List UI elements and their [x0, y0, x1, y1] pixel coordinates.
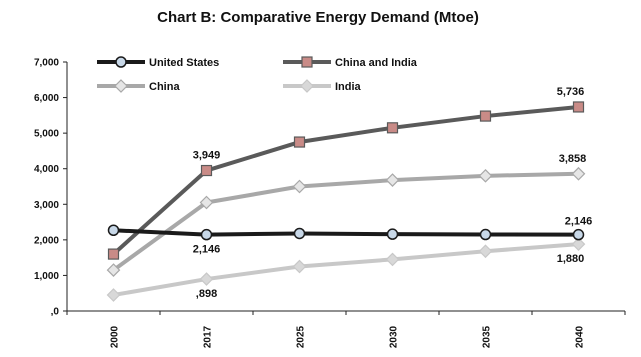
data-point — [479, 110, 492, 122]
data-point — [571, 237, 586, 251]
x-tick-label: 2025 — [296, 325, 307, 348]
data-point — [106, 288, 121, 302]
data-point — [107, 224, 120, 237]
data-point — [385, 173, 400, 187]
data-point — [385, 252, 400, 267]
y-tick-label: 6,000 — [34, 93, 59, 104]
data-point — [292, 179, 307, 194]
data-point — [479, 228, 492, 241]
legend-swatch-marker — [300, 79, 314, 93]
data-point — [478, 168, 493, 183]
series-line — [112, 104, 579, 256]
data-point — [293, 227, 306, 240]
x-tick-label: 2030 — [389, 325, 400, 348]
y-tick-label: ,0 — [51, 307, 60, 318]
x-tick-label: 2000 — [110, 325, 121, 348]
data-point — [200, 228, 213, 241]
series-line — [112, 171, 579, 272]
data-point — [293, 136, 306, 148]
x-axis-ticks: 2000 2017 2025 2030 2035 2040 — [66, 311, 626, 348]
series-markers — [106, 101, 586, 302]
data-point — [478, 244, 493, 259]
series-line — [113, 242, 579, 297]
legend-swatch-marker — [114, 79, 128, 93]
data-label: 3,858 — [559, 153, 587, 165]
data-label: 2,146 — [193, 244, 221, 256]
x-tick-label: 2040 — [575, 325, 586, 348]
data-label: 1,880 — [557, 253, 585, 265]
legend-label: China and India — [335, 57, 418, 69]
series-lines — [112, 104, 579, 297]
data-point — [572, 228, 585, 241]
legend-swatch-marker — [301, 56, 313, 68]
legend-label: China — [149, 81, 180, 93]
x-tick-label: 2035 — [482, 325, 493, 348]
data-label: ,898 — [196, 288, 217, 300]
y-tick-label: 5,000 — [34, 129, 59, 140]
data-point — [572, 101, 585, 113]
data-label: 5,736 — [557, 86, 585, 98]
x-tick-label: 2017 — [203, 325, 214, 348]
data-labels: 3,949 5,736 2,146 2,146 3,858 ,898 1,880 — [193, 86, 593, 300]
data-point — [106, 263, 121, 277]
data-point — [200, 164, 213, 177]
data-label: 3,949 — [193, 150, 221, 162]
y-axis-ticks: ,0 1,000 2,000 3,000 4,000 5,000 6,000 7,000 — [34, 58, 67, 318]
legend-label: India — [335, 81, 362, 93]
y-tick-label: 3,000 — [34, 200, 59, 211]
y-tick-label: 7,000 — [34, 58, 59, 69]
data-point — [571, 166, 586, 181]
chart-title: Chart B: Comparative Energy Demand (Mtoe… — [157, 9, 479, 26]
data-point — [199, 195, 214, 210]
y-tick-label: 4,000 — [34, 164, 59, 175]
data-point — [292, 259, 307, 274]
legend-label: United States — [149, 57, 219, 69]
series-line — [113, 228, 579, 237]
data-point — [199, 272, 214, 286]
legend: United States China and India China India — [97, 56, 418, 93]
y-tick-label: 1,000 — [34, 271, 59, 282]
legend-swatch-marker — [115, 56, 127, 68]
axes — [66, 62, 625, 312]
data-point — [107, 248, 120, 260]
data-point — [386, 122, 399, 134]
y-tick-label: 2,000 — [34, 235, 59, 246]
data-label: 2,146 — [565, 216, 593, 228]
data-point — [386, 228, 399, 240]
